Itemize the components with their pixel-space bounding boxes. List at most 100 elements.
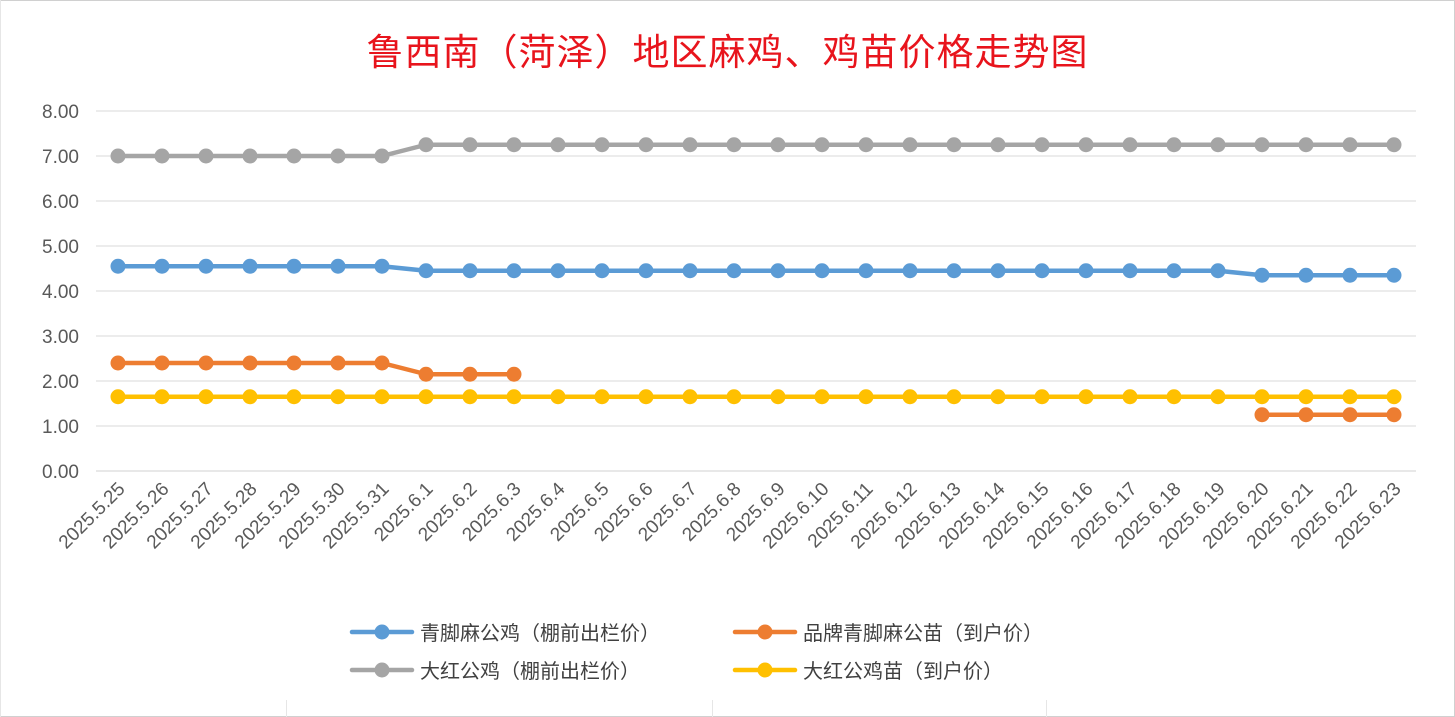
y-tick-label: 7.00: [42, 147, 79, 168]
data-point: [726, 137, 742, 153]
data-point: [462, 389, 478, 405]
data-point: [682, 263, 698, 279]
data-point: [1034, 137, 1050, 153]
data-point: [814, 389, 830, 405]
data-point: [550, 137, 566, 153]
data-point: [1298, 137, 1314, 153]
data-point: [1210, 137, 1226, 153]
data-point: [506, 389, 522, 405]
series-line: [115, 264, 1397, 278]
data-point: [110, 355, 126, 371]
data-point: [990, 263, 1006, 279]
y-tick-label: 5.00: [42, 237, 79, 258]
data-point: [198, 389, 214, 405]
legend-label: 青脚麻公鸡（棚前出栏价）: [420, 621, 660, 645]
data-point: [154, 355, 170, 371]
x-axis-ticks: 2025.5.252025.5.262025.5.272025.5.282025…: [55, 478, 1406, 553]
data-point: [330, 355, 346, 371]
y-tick-label: 6.00: [42, 192, 79, 213]
data-point: [1210, 389, 1226, 405]
data-point: [1298, 267, 1314, 283]
data-point: [286, 389, 302, 405]
data-point: [858, 137, 874, 153]
y-tick-label: 8.00: [42, 102, 79, 123]
data-point: [330, 258, 346, 274]
data-point: [374, 148, 390, 164]
data-point: [1166, 137, 1182, 153]
data-point: [726, 263, 742, 279]
chart-title: 鲁西南（菏泽）地区麻鸡、鸡苗价格走势图: [366, 31, 1089, 74]
data-point: [418, 137, 434, 153]
data-point: [198, 355, 214, 371]
data-point: [638, 389, 654, 405]
data-point: [726, 389, 742, 405]
data-point: [374, 389, 390, 405]
data-point: [814, 137, 830, 153]
y-tick-label: 2.00: [42, 372, 79, 393]
data-point: [1210, 263, 1226, 279]
data-point: [902, 389, 918, 405]
data-point: [1254, 407, 1270, 423]
data-point: [418, 263, 434, 279]
data-point: [154, 258, 170, 274]
data-point: [682, 389, 698, 405]
data-point: [1298, 389, 1314, 405]
data-point: [110, 258, 126, 274]
data-point: [550, 263, 566, 279]
data-point: [1166, 389, 1182, 405]
data-point: [770, 389, 786, 405]
data-point: [1078, 389, 1094, 405]
y-tick-label: 1.00: [42, 417, 79, 438]
legend-label: 大红公鸡苗（到户价）: [803, 659, 1003, 683]
data-point: [506, 366, 522, 382]
data-point: [242, 258, 258, 274]
data-point: [462, 137, 478, 153]
data-point: [902, 263, 918, 279]
data-point: [198, 258, 214, 274]
data-point: [286, 148, 302, 164]
data-point: [1386, 389, 1402, 405]
data-point: [242, 389, 258, 405]
data-point: [990, 137, 1006, 153]
data-point: [858, 263, 874, 279]
data-point: [1122, 137, 1138, 153]
series-1: [110, 355, 1402, 423]
data-point: [902, 137, 918, 153]
legend: 青脚麻公鸡（棚前出栏价） 品牌青脚麻公苗（到户价） 大红公鸡（棚前出栏价） 大红公鸡苗…: [349, 621, 1043, 683]
legend-marker: [757, 662, 773, 678]
data-point: [1298, 407, 1314, 423]
legend-item: 大红公鸡（棚前出栏价）: [349, 659, 640, 683]
data-point: [154, 389, 170, 405]
y-tick-label: 4.00: [42, 282, 79, 303]
legend-item: 大红公鸡苗（到户价）: [732, 659, 1003, 683]
data-point: [1386, 407, 1402, 423]
data-point: [462, 263, 478, 279]
data-point: [1386, 137, 1402, 153]
sheet-gridline: [0, 0, 1, 717]
data-point: [418, 389, 434, 405]
data-point: [1342, 137, 1358, 153]
data-point: [1342, 389, 1358, 405]
data-point: [110, 148, 126, 164]
legend-item: 品牌青脚麻公苗（到户价）: [732, 621, 1043, 645]
y-axis-ticks: 0.00 1.00 2.00 3.00 4.00 5.00 6.00 7.00 8.00: [42, 102, 79, 483]
series-line: [115, 142, 1397, 159]
sheet-gridline: [286, 700, 287, 717]
data-point: [858, 389, 874, 405]
data-point: [1034, 389, 1050, 405]
legend-item: 青脚麻公鸡（棚前出栏价）: [349, 621, 660, 645]
data-point: [374, 355, 390, 371]
gridlines: [96, 110, 1416, 472]
data-point: [286, 355, 302, 371]
data-point: [1342, 267, 1358, 283]
data-point: [682, 137, 698, 153]
data-point: [946, 389, 962, 405]
data-point: [242, 355, 258, 371]
data-point: [594, 137, 610, 153]
data-point: [946, 137, 962, 153]
data-point: [330, 389, 346, 405]
data-point: [242, 148, 258, 164]
data-point: [374, 258, 390, 274]
data-point: [550, 389, 566, 405]
